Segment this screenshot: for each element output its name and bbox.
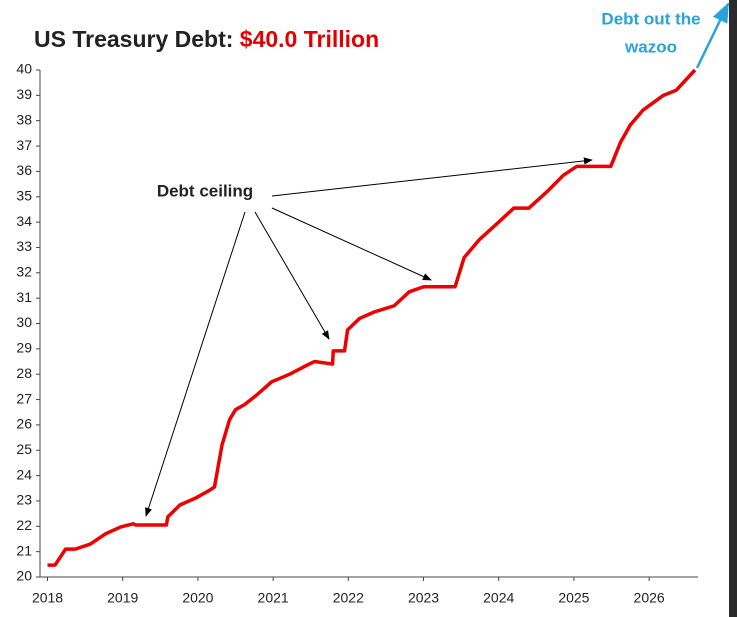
y-tick-label: 32 xyxy=(16,264,32,280)
x-tick-label: 2020 xyxy=(182,590,213,606)
annotation-wazoo-2: wazoo xyxy=(624,37,677,56)
annotation-arrows xyxy=(145,157,593,517)
x-tick-label: 2022 xyxy=(333,590,364,606)
y-tick-label: 29 xyxy=(16,340,32,356)
x-tick-label: 2018 xyxy=(32,590,63,606)
y-tick-label: 23 xyxy=(16,492,32,508)
y-tick-label: 25 xyxy=(16,441,32,457)
y-tick-label: 34 xyxy=(16,213,32,229)
y-tick-label: 26 xyxy=(16,416,32,432)
x-tick-label: 2026 xyxy=(634,590,665,606)
annotation-debt-ceiling: Debt ceiling xyxy=(157,181,253,200)
x-tick-label: 2025 xyxy=(558,590,589,606)
title-text: US Treasury Debt: xyxy=(34,26,233,52)
y-tick-label: 31 xyxy=(16,289,32,305)
y-tick-label: 20 xyxy=(16,568,32,584)
y-tick-label: 38 xyxy=(16,111,32,127)
y-tick-label: 24 xyxy=(16,466,32,482)
y-tick-label: 37 xyxy=(16,137,32,153)
x-tick-label: 2023 xyxy=(408,590,439,606)
y-tick-label: 30 xyxy=(16,314,32,330)
y-tick-label: 33 xyxy=(16,238,32,254)
x-tick-label: 2019 xyxy=(107,590,138,606)
x-tick-label: 2024 xyxy=(483,590,514,606)
title-value: $40.0 Trillion xyxy=(240,26,379,52)
chart-title: US Treasury Debt: $40.0 Trillion xyxy=(34,26,379,52)
y-tick-label: 21 xyxy=(16,542,32,558)
y-tick-label: 28 xyxy=(16,365,32,381)
annotation-wazoo-1: Debt out the xyxy=(601,9,700,28)
debt-line xyxy=(47,68,697,567)
y-tick-label: 36 xyxy=(16,162,32,178)
arrow xyxy=(271,157,593,197)
arrow xyxy=(254,211,330,340)
frame-edge xyxy=(729,0,737,617)
arrow-wazoo xyxy=(695,2,730,69)
x-tick-label: 2021 xyxy=(258,590,289,606)
arrow xyxy=(145,211,246,517)
y-tick-label: 22 xyxy=(16,517,32,533)
y-tick-label: 40 xyxy=(16,61,32,77)
y-tick-label: 27 xyxy=(16,390,32,406)
y-tick-label: 35 xyxy=(16,187,32,203)
y-tick-label: 39 xyxy=(16,86,32,102)
arrow xyxy=(271,207,432,281)
